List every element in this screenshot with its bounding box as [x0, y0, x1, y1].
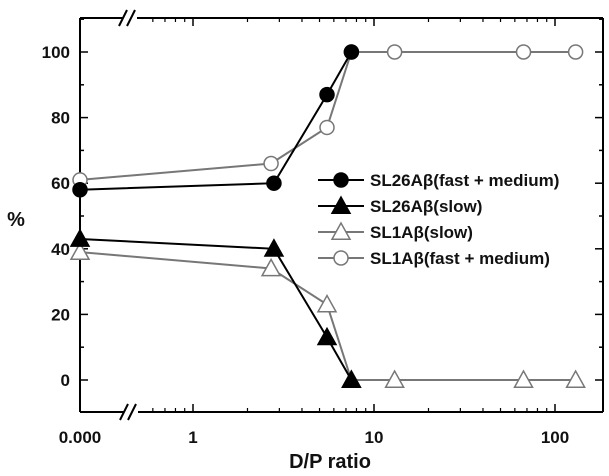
plot-frame: [79, 9, 604, 421]
series-line: [79, 237, 353, 381]
top-axis-break-mark: [118, 9, 128, 27]
series-line: [79, 51, 576, 181]
data-point: [515, 44, 532, 60]
legend-label: SL26Aβ(fast + medium): [370, 171, 559, 190]
data-point: [386, 44, 403, 60]
data-point: [263, 155, 279, 172]
y-tick-label: 40: [51, 240, 70, 259]
legend-label: SL26Aβ(slow): [370, 197, 482, 216]
data-point: [260, 257, 282, 277]
series-1: [69, 228, 362, 388]
data-point: [263, 238, 285, 257]
legend-marker: [333, 172, 349, 188]
y-tick-label: 60: [51, 174, 70, 193]
y-tick-label: 20: [51, 305, 70, 324]
series-line: [79, 51, 353, 191]
data-point: [69, 228, 91, 247]
data-point: [69, 241, 91, 261]
data-point: [316, 326, 338, 346]
data-point: [384, 369, 405, 388]
legend-label: SL1Aβ(slow): [370, 223, 473, 242]
x-tick-label: 0.000: [59, 428, 102, 447]
legend-marker: [333, 250, 349, 266]
data-point: [567, 44, 584, 60]
data-point: [513, 369, 534, 388]
legend: SL26Aβ(fast + medium) SL26Aβ(slow) SL1Aβ(s…: [318, 171, 559, 268]
top-axis-break-mark: [126, 9, 136, 27]
series-line: [79, 251, 576, 381]
data-point: [343, 44, 360, 60]
data-point: [565, 369, 586, 388]
data-point: [319, 86, 335, 103]
x-tick-label: 100: [541, 428, 569, 447]
legend-marker: [330, 195, 352, 214]
data-point: [316, 294, 338, 313]
data-point: [341, 369, 362, 388]
series-0: [72, 44, 360, 198]
data-point: [319, 119, 335, 136]
legend-label: SL1Aβ(fast + medium): [370, 249, 550, 268]
x-axis-break-mark: [119, 403, 129, 421]
series-3: [72, 44, 584, 188]
x-tick-label: 1: [188, 428, 197, 447]
y-tick-label: 80: [51, 109, 70, 128]
axis-ticks: [80, 18, 603, 412]
y-axis-title: %: [7, 209, 25, 231]
x-tick-label: 10: [365, 428, 384, 447]
data-point: [72, 182, 88, 198]
series-layer: [69, 44, 586, 388]
tick-labels: 0 20 40 60 80 100 0.000 1 10 100: [42, 43, 570, 447]
x-axis-break-mark: [127, 403, 137, 421]
legend-marker: [330, 221, 352, 240]
x-axis-title: D/P ratio: [289, 451, 371, 473]
y-tick-label: 100: [42, 43, 70, 62]
data-point: [266, 175, 282, 191]
y-tick-label: 0: [61, 371, 70, 390]
